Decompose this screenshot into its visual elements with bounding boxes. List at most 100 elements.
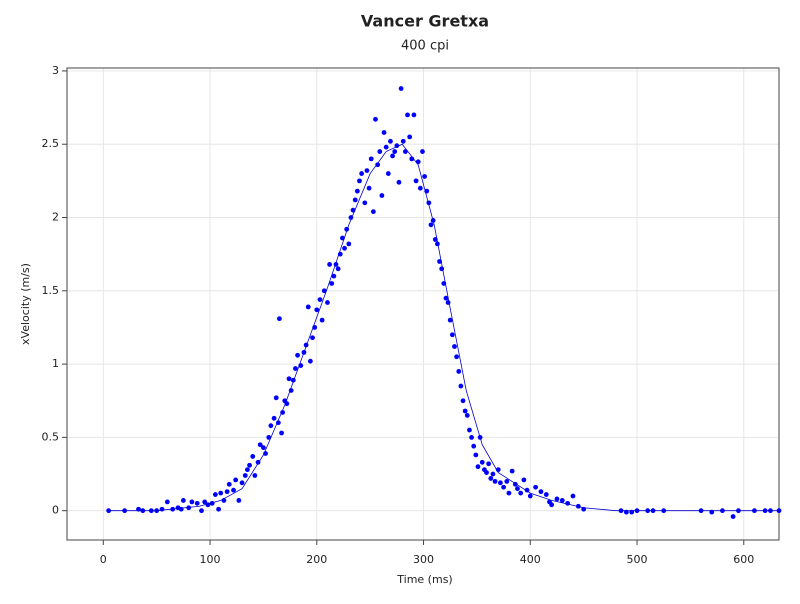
data-point xyxy=(527,493,533,499)
data-point xyxy=(342,245,347,251)
data-point xyxy=(449,332,455,338)
data-point xyxy=(452,344,457,349)
data-point xyxy=(420,149,425,154)
data-point xyxy=(415,159,421,165)
data-point xyxy=(286,376,292,382)
data-point xyxy=(373,116,378,122)
data-point xyxy=(273,395,279,401)
data-point xyxy=(475,464,481,470)
data-point xyxy=(218,490,224,496)
data-point xyxy=(180,498,186,503)
data-point xyxy=(484,470,489,475)
data-point xyxy=(549,502,555,508)
data-point xyxy=(329,281,335,286)
y-tick-label: 3 xyxy=(52,64,59,77)
data-point xyxy=(261,445,266,451)
data-point xyxy=(189,499,195,505)
data-point xyxy=(178,506,184,512)
data-point xyxy=(194,500,200,506)
data-point xyxy=(314,307,320,313)
data-point xyxy=(538,489,544,495)
data-point xyxy=(492,478,498,484)
data-point xyxy=(407,134,413,140)
data-point xyxy=(381,130,387,135)
data-point xyxy=(454,354,460,360)
y-tick-label: 0 xyxy=(52,504,59,517)
data-point xyxy=(379,193,385,198)
data-point xyxy=(305,304,311,310)
x-tick-label: 100 xyxy=(200,553,221,566)
data-point xyxy=(359,171,365,176)
y-tick-label: 1 xyxy=(52,357,59,370)
data-point xyxy=(392,149,398,154)
data-point xyxy=(277,316,282,322)
data-point xyxy=(471,443,477,449)
plot-frame xyxy=(66,67,780,541)
data-point xyxy=(390,153,395,159)
y-tick-label: 2 xyxy=(52,211,59,224)
data-point xyxy=(504,478,510,484)
data-point xyxy=(422,174,428,179)
data-point xyxy=(570,493,576,499)
data-point xyxy=(462,408,468,414)
data-point xyxy=(486,461,492,467)
data-point xyxy=(239,480,245,486)
data-point xyxy=(458,383,464,389)
data-point xyxy=(435,241,440,247)
data-point xyxy=(428,222,434,228)
data-point xyxy=(279,430,284,436)
data-point xyxy=(375,162,381,168)
data-point xyxy=(164,499,170,505)
data-point xyxy=(366,185,372,191)
data-point xyxy=(515,486,520,492)
data-point xyxy=(295,352,300,358)
data-point xyxy=(293,366,298,371)
data-point xyxy=(357,178,362,184)
x-tick-label: 0 xyxy=(100,553,107,566)
data-point xyxy=(224,489,230,495)
data-point xyxy=(554,496,560,502)
data-point xyxy=(352,197,358,203)
data-point xyxy=(533,484,539,490)
data-point xyxy=(488,476,494,481)
data-point xyxy=(236,498,242,503)
data-point xyxy=(364,168,370,174)
data-point xyxy=(509,468,515,474)
data-point xyxy=(443,295,449,301)
data-point xyxy=(321,288,327,294)
data-point xyxy=(518,490,524,496)
data-point xyxy=(473,452,479,458)
data-point xyxy=(346,241,352,247)
data-point xyxy=(559,498,565,503)
data-point xyxy=(331,273,337,279)
data-point xyxy=(271,415,277,421)
data-point xyxy=(417,185,423,191)
data-point xyxy=(319,317,325,323)
y-tick-label: 0.5 xyxy=(42,430,60,443)
data-point xyxy=(257,442,263,448)
data-point xyxy=(479,459,485,465)
data-point xyxy=(216,506,221,512)
data-point xyxy=(447,317,453,323)
y-tick-label: 2.5 xyxy=(42,137,60,150)
data-point xyxy=(413,178,419,184)
data-point xyxy=(212,492,218,497)
data-point xyxy=(370,209,376,215)
y-axis-label: xVelocity (m/s) xyxy=(19,263,32,345)
data-point xyxy=(383,144,389,150)
data-point xyxy=(275,420,281,426)
x-tick-label: 500 xyxy=(627,553,648,566)
data-point xyxy=(317,297,323,303)
data-point xyxy=(250,454,256,459)
x-tick-label: 600 xyxy=(733,553,754,566)
data-point xyxy=(469,434,474,440)
data-point xyxy=(405,112,410,118)
data-point xyxy=(325,300,330,305)
data-point xyxy=(362,200,368,206)
data-point xyxy=(268,423,274,429)
data-point xyxy=(464,413,470,418)
fit-line xyxy=(108,143,779,512)
data-point xyxy=(467,427,472,433)
